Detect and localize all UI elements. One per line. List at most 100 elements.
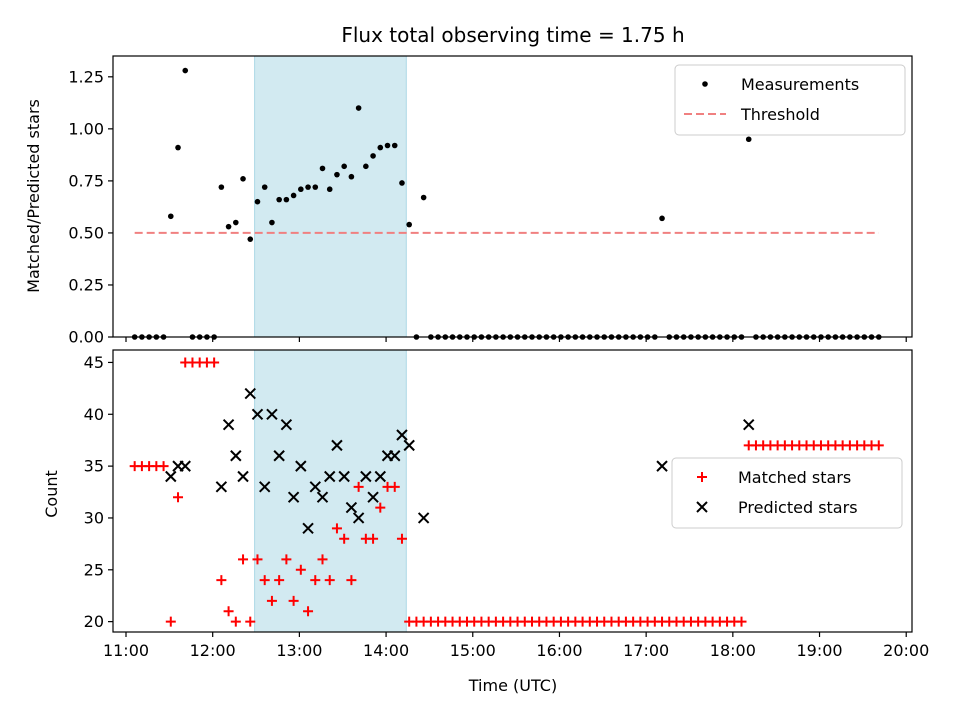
matched-stars-point — [158, 461, 169, 472]
predicted-stars-point — [215, 481, 228, 493]
measurement-point — [225, 223, 232, 230]
series-matched-stars — [129, 357, 884, 627]
measurement-point — [406, 221, 412, 228]
matched-stars-point — [317, 554, 328, 565]
predicted-stars-point — [345, 501, 358, 514]
measurement-point — [391, 142, 398, 149]
predicted-stars-point — [230, 450, 242, 462]
predicted-stars-point — [331, 439, 343, 452]
x-axis-ticks — [125, 337, 907, 342]
predicted-stars-point — [179, 460, 191, 472]
measurement-point — [384, 142, 391, 149]
bottom-panel-y-axis-label: Count — [42, 470, 61, 518]
matched-stars-point — [216, 575, 227, 586]
bottom-panel-x-axis-label: Time (UTC) — [468, 676, 557, 695]
legend-box — [674, 64, 906, 136]
measurement-point — [377, 144, 384, 151]
predicted-stars-point — [403, 439, 415, 452]
matched-stars-point — [324, 575, 335, 586]
matched-stars-point — [353, 481, 364, 492]
measurement-point — [261, 184, 268, 190]
predicted-stars-point — [417, 512, 430, 524]
predicted-stars-point — [316, 491, 329, 503]
legend: Measurements Threshold — [674, 64, 906, 136]
matched-stars-point — [368, 533, 379, 544]
matched-stars-point — [230, 616, 241, 627]
predicted-stars-point — [374, 470, 387, 483]
x-tick-label: 11:00 — [103, 641, 149, 660]
matched-stars-point — [346, 575, 357, 586]
legend-label: Threshold — [740, 105, 820, 124]
bottom-panel-plot-area: 20 25 30 35 40 45 11:00 12:00 13:00 14:00 15:00 16:… — [84, 349, 929, 660]
measurement-point — [348, 173, 355, 180]
x-tick-label: 15:00 — [450, 641, 496, 660]
measurement-point — [319, 165, 326, 172]
predicted-stars-point — [302, 522, 314, 535]
y-tick-label: 40 — [84, 405, 104, 424]
y-tick-label: 1.00 — [68, 119, 104, 138]
legend-label: Measurements — [741, 75, 859, 94]
measurement-point — [420, 194, 427, 201]
measurement-point — [269, 219, 275, 226]
series-predicted-stars — [165, 387, 755, 535]
matched-stars-point — [266, 595, 277, 606]
matched-stars-point — [252, 554, 263, 565]
measurement-point — [326, 186, 333, 193]
predicted-stars-point — [338, 470, 350, 483]
predicted-stars-point — [360, 470, 372, 483]
legend-label: Predicted stars — [738, 498, 858, 517]
predicted-stars-point — [324, 470, 336, 483]
measurement-point — [233, 219, 239, 226]
matched-stars-point — [245, 616, 256, 627]
measurement-point — [334, 171, 340, 178]
predicted-stars-point — [743, 418, 755, 431]
predicted-stars-point — [287, 491, 300, 503]
series-measurements — [131, 67, 882, 340]
predicted-stars-point — [656, 460, 668, 472]
y-tick-label: 0.25 — [68, 275, 104, 294]
matched-stars-point — [331, 523, 342, 534]
predicted-stars-point — [280, 418, 293, 431]
matched-stars-point — [209, 357, 220, 368]
x-tick-label: 14:00 — [363, 641, 409, 660]
y-axis-ticks: 20 25 30 35 40 45 — [84, 353, 113, 631]
matched-stars-point — [396, 533, 407, 544]
y-tick-label: 0.50 — [68, 223, 104, 242]
measurement-point — [218, 184, 225, 190]
legend-marker-dot — [702, 81, 708, 87]
y-tick-label: 45 — [84, 353, 104, 372]
predicted-stars-point — [273, 450, 285, 462]
axes-frame — [112, 55, 913, 338]
matched-stars-point — [873, 440, 884, 451]
predicted-stars-point — [309, 481, 321, 493]
measurement-point — [659, 215, 665, 222]
x-tick-label: 16:00 — [536, 641, 582, 660]
predicted-stars-point — [244, 387, 256, 400]
measurement-point — [341, 163, 347, 170]
matched-stars-point — [339, 533, 350, 544]
x-tick-label: 13:00 — [276, 641, 322, 660]
measurement-point — [305, 184, 311, 190]
measurement-point — [276, 196, 282, 203]
matched-stars-point — [281, 554, 292, 565]
measurement-point — [175, 144, 181, 151]
y-tick-label: 25 — [84, 560, 104, 579]
measurement-point — [363, 163, 369, 170]
predicted-stars-point — [352, 512, 365, 524]
predicted-stars-point — [222, 418, 235, 431]
matched-stars-point — [389, 481, 400, 492]
predicted-stars-point — [165, 470, 177, 483]
matched-stars-point — [303, 606, 314, 617]
x-tick-label: 18:00 — [710, 641, 756, 660]
predicted-stars-point — [295, 460, 307, 472]
top-panel-title: Flux total observing time = 1.75 h — [341, 23, 684, 47]
predicted-stars-point — [367, 491, 379, 503]
top-panel-plot-area: 0.00 0.25 0.50 0.75 1.00 1.25 Measurements Thre… — [68, 55, 913, 347]
x-tick-label: 20:00 — [883, 641, 929, 660]
measurement-point — [283, 196, 290, 203]
y-axis-ticks: 0.00 0.25 0.50 0.75 1.00 1.25 — [68, 67, 113, 347]
matched-stars-point — [274, 575, 285, 586]
predicted-stars-point — [237, 470, 249, 483]
